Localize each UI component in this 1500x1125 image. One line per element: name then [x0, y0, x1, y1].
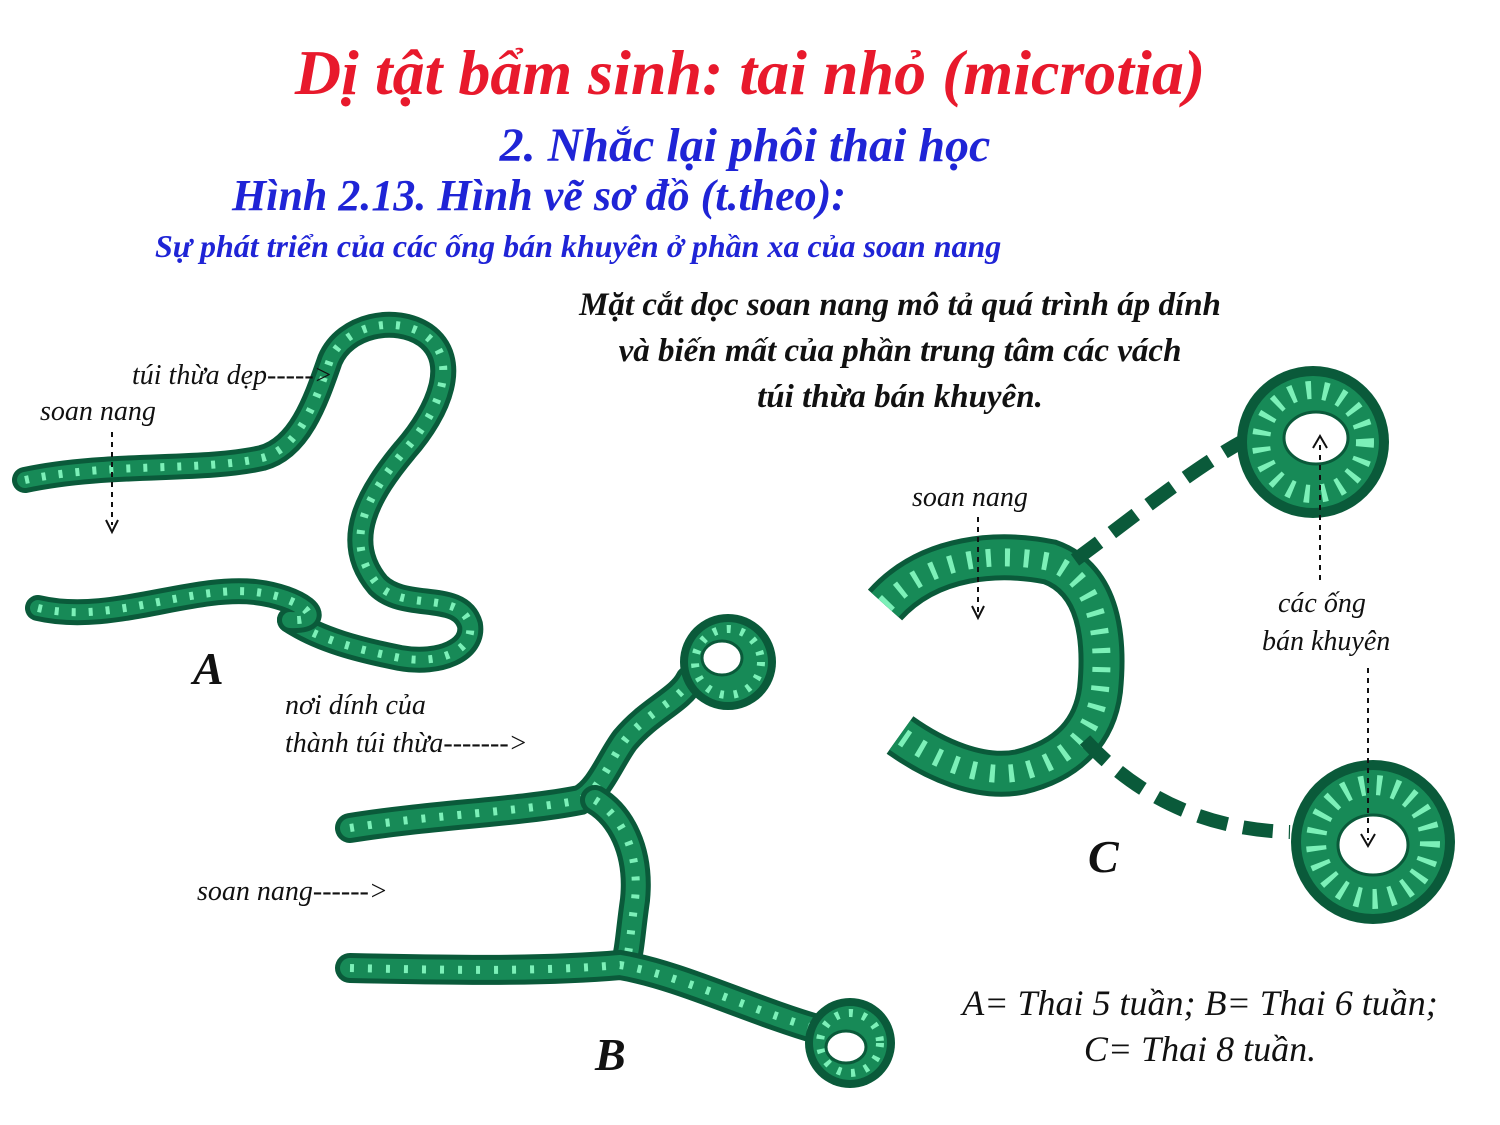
- label-c-soan-nang: soan nang: [912, 482, 1028, 513]
- label-b-noi-dinh-line-2: thành túi thừa------->: [285, 728, 528, 759]
- legend-line-2: C= Thai 8 tuần.: [1083, 1029, 1317, 1069]
- diagram-b: [335, 614, 895, 1088]
- diagram-c-canal-arrow-up: [1312, 434, 1328, 585]
- diagram-c: [867, 366, 1455, 924]
- figure-letter-c: C: [1088, 831, 1119, 882]
- diagram-c-upper-canal-ring: [1237, 366, 1389, 518]
- figure-letter-b: B: [595, 1029, 626, 1080]
- diagram-c-upper-dashed-link: [1070, 433, 1249, 566]
- diagram-b-middle-wall: [580, 785, 651, 980]
- diagram-a-lower-wall: [25, 578, 322, 634]
- diagram-b-lower-wall: [335, 949, 835, 1045]
- diagram-b-lower-canal-ring: [805, 998, 895, 1088]
- diagram-a: [12, 311, 484, 673]
- label-c-cac-ong-line-1: các ống: [1278, 588, 1366, 619]
- label-b-noi-dinh-line-1: nơi dính của: [285, 690, 426, 721]
- diagram-c-u-wall: [867, 534, 1125, 797]
- label-a-tui-thua-dep: túi thừa dẹp----->: [132, 360, 333, 391]
- figure-title: Hình 2.13. Hình vẽ sơ đồ (t.theo):: [232, 171, 846, 220]
- description-line-3: túi thừa bán khuyên.: [757, 379, 1043, 415]
- diagram-b-upper-canal-ring: [680, 614, 776, 710]
- diagram-a-soan-nang-arrow: [105, 432, 119, 535]
- description-line-2: và biến mất của phần trung tâm các vách: [618, 333, 1182, 369]
- description-line-1: Mặt cắt dọc soan nang mô tả quá trình áp…: [579, 287, 1221, 323]
- figure-caption: Sự phát triển của các ống bán khuyên ở p…: [155, 228, 1002, 264]
- label-c-cac-ong-line-2: bán khuyên: [1262, 626, 1391, 657]
- legend-line-1: A= Thai 5 tuần; B= Thai 6 tuần;: [962, 983, 1438, 1023]
- stage-legend: A= Thai 5 tuần; B= Thai 6 tuần; C= Thai …: [900, 980, 1500, 1072]
- diagram-c-lower-dashed-link: [1079, 735, 1291, 839]
- diagram-c-lower-canal-ring: [1291, 760, 1455, 924]
- diagram-c-canal-arrow-down: [1360, 668, 1376, 848]
- diagram-a-upper-wall: [12, 311, 484, 673]
- label-a-soan-nang: soan nang: [40, 396, 156, 427]
- figure-description: Mặt cắt dọc soan nang mô tả quá trình áp…: [470, 282, 1330, 420]
- figure-letter-a: A: [193, 643, 224, 694]
- page-title: Dị tật bẩm sinh: tai nhỏ (microtia): [294, 37, 1206, 108]
- label-b-soan-nang: soan nang------>: [197, 876, 388, 907]
- diagram-c-soan-nang-arrow: [971, 517, 985, 621]
- section-subtitle: 2. Nhắc lại phôi thai học: [499, 119, 991, 172]
